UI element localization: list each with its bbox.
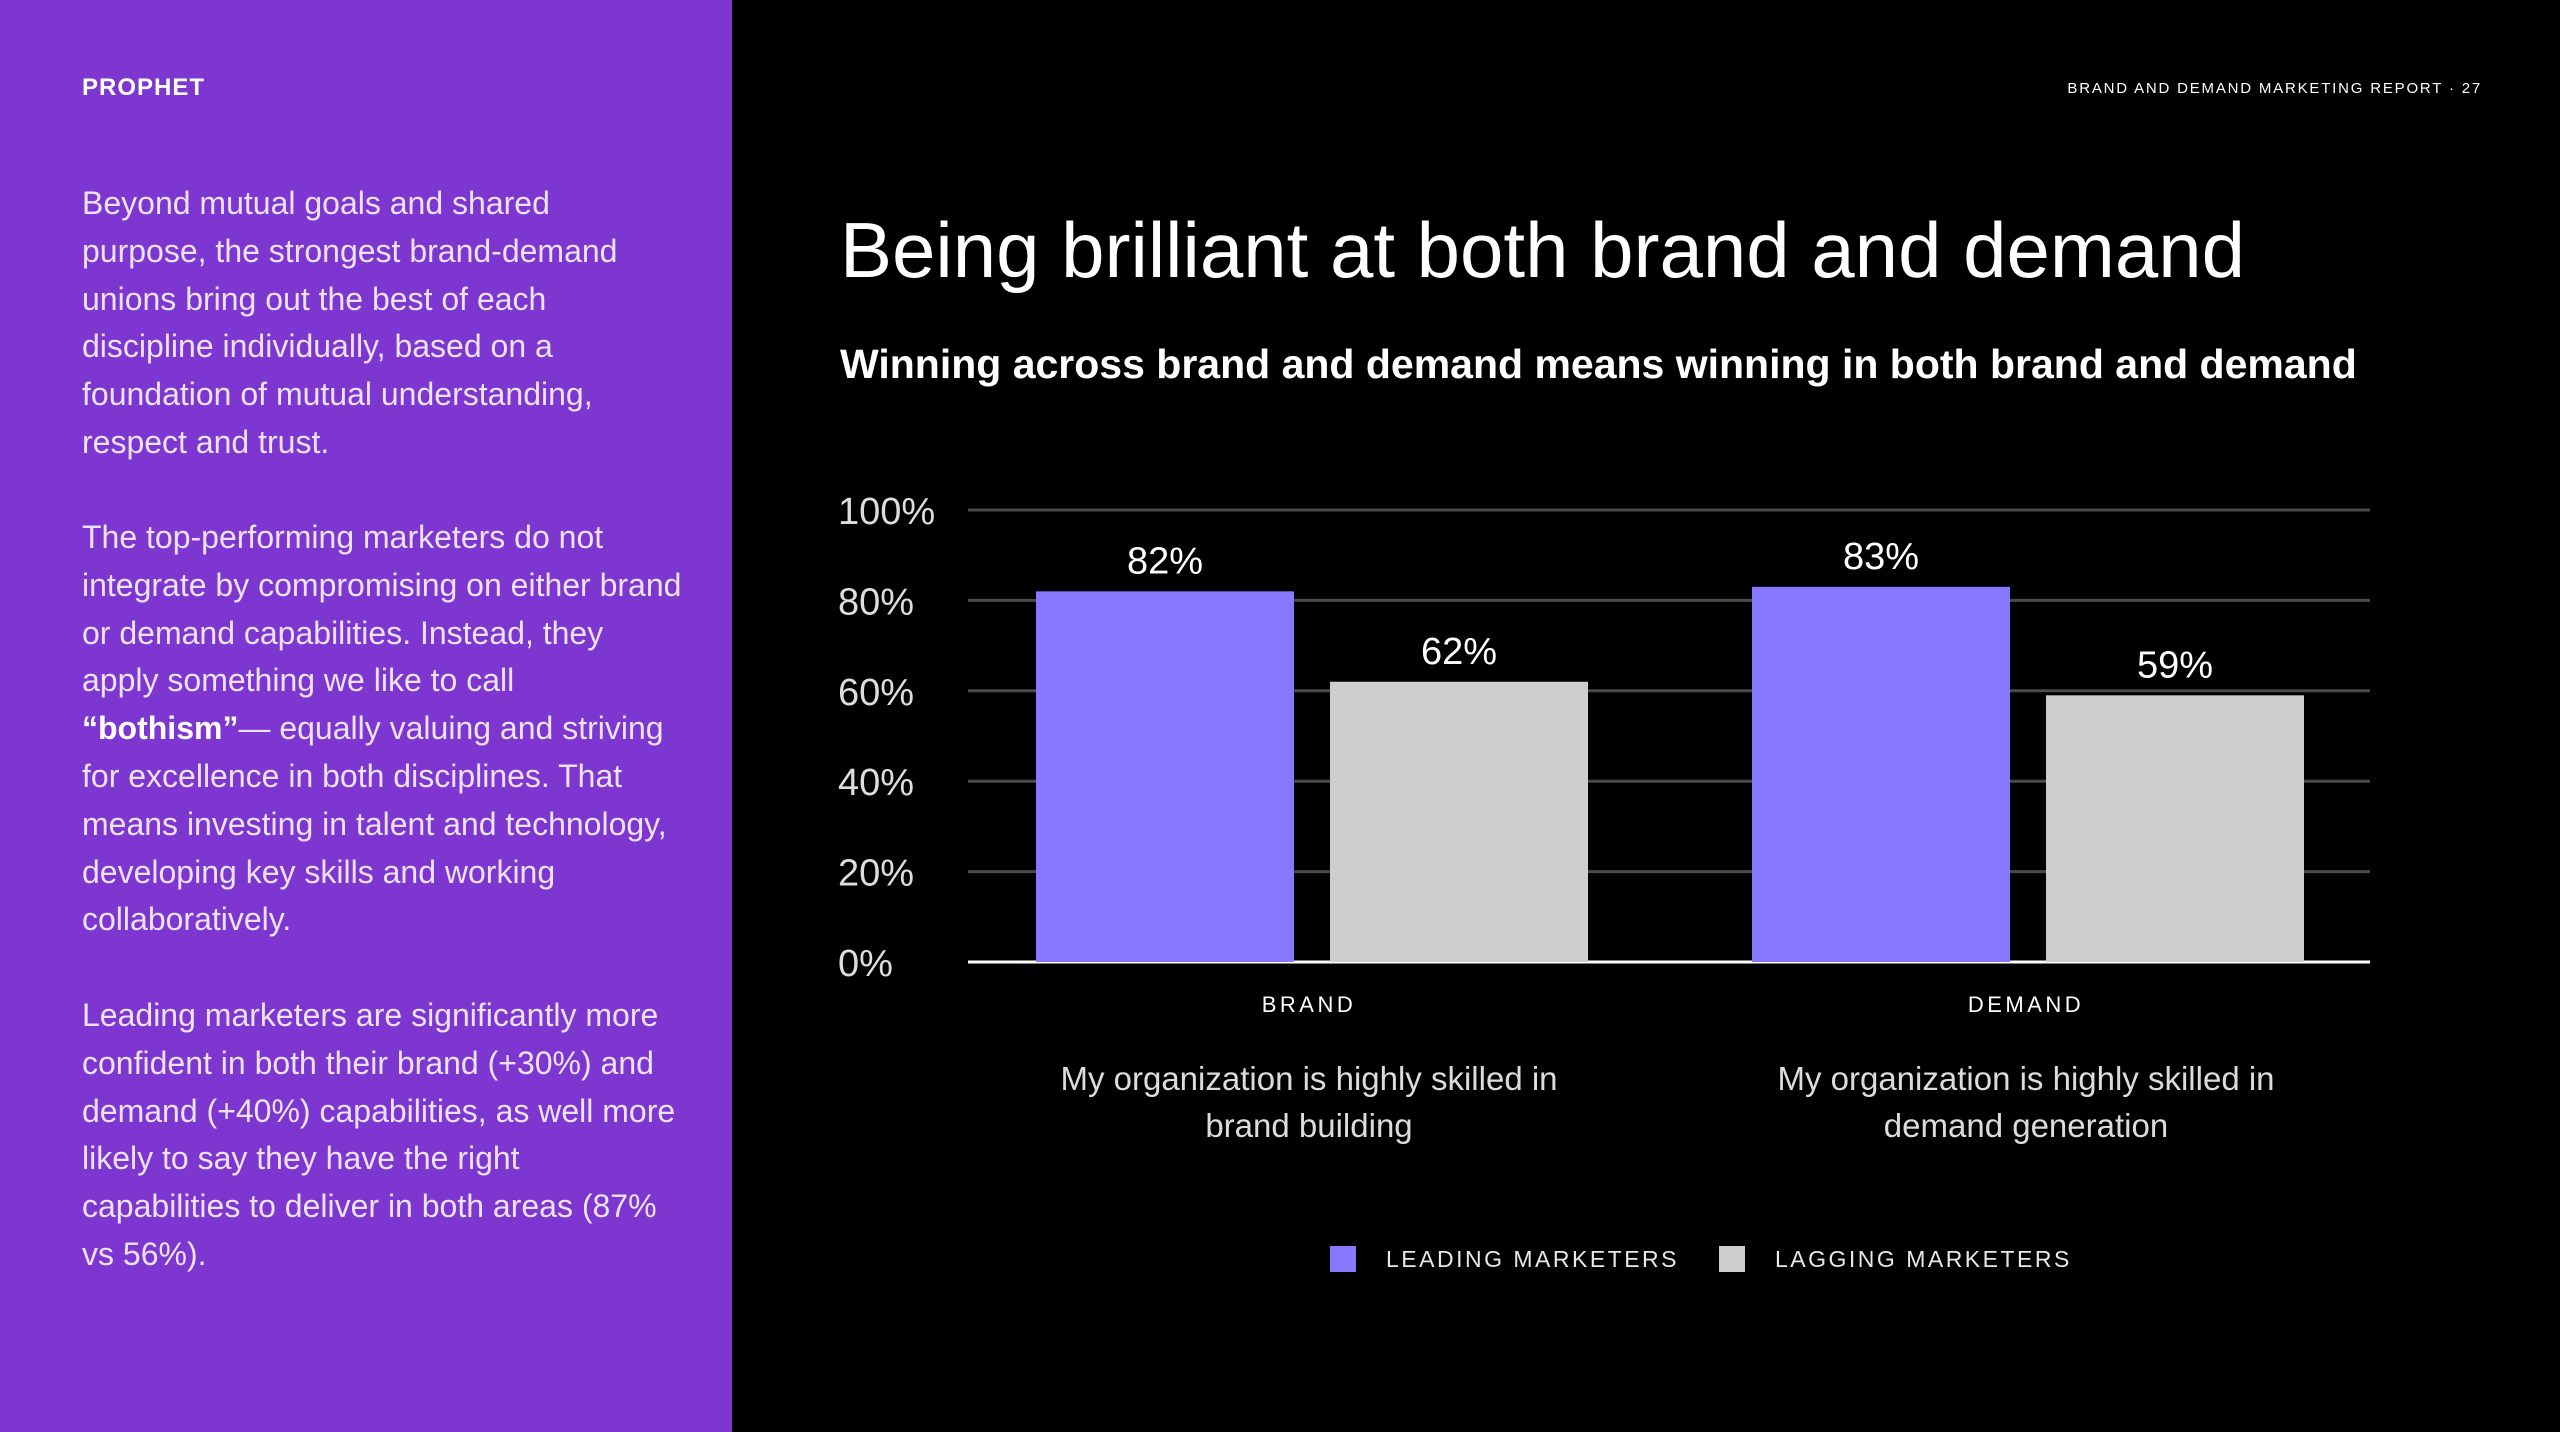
bothism-term: “bothism” bbox=[82, 710, 239, 747]
legend-label-lagging: LAGGING MARKETERS bbox=[1775, 1245, 2072, 1272]
legend-label-leading: LEADING MARKETERS bbox=[1386, 1245, 1679, 1272]
category-description-demand: My organization is highly skilled in dem… bbox=[1777, 1060, 2275, 1144]
data-label: 62% bbox=[1421, 631, 1497, 673]
chart-legend: LEADING MARKETERS LAGGING MARKETERS bbox=[1330, 1244, 2112, 1274]
bar-demand-leading bbox=[1752, 586, 2010, 962]
bothism-paragraph-start: The top-performing marketers do not inte… bbox=[82, 519, 682, 699]
bar-brand-leading bbox=[1036, 591, 1294, 962]
bar-brand-lagging bbox=[1330, 681, 1588, 962]
left-panel: PROPHET Beyond mutual goals and shared p… bbox=[0, 0, 732, 1432]
y-tick-label: 100% bbox=[838, 491, 935, 533]
legend-swatch-leading bbox=[1330, 1246, 1356, 1272]
data-label: 82% bbox=[1127, 540, 1203, 582]
intro-paragraph: Beyond mutual goals and shared purpose, … bbox=[82, 185, 618, 460]
legend-item-leading: LEADING MARKETERS bbox=[1330, 1246, 1679, 1273]
bar-demand-lagging bbox=[2046, 695, 2304, 962]
data-label: 59% bbox=[2137, 644, 2213, 686]
bothism-paragraph-end: — equally valuing and striving for excel… bbox=[82, 710, 667, 938]
y-tick-label: 40% bbox=[838, 762, 914, 804]
data-label: 83% bbox=[1843, 536, 1919, 578]
y-tick-label: 60% bbox=[838, 672, 914, 714]
bothism-paragraph: The top-performing marketers do not inte… bbox=[82, 514, 682, 944]
legend-swatch-lagging bbox=[1719, 1246, 1745, 1272]
confidence-paragraph: Leading marketers are significantly more… bbox=[82, 997, 676, 1272]
page-title: Being brilliant at both brand and demand bbox=[840, 206, 2245, 294]
legend-item-lagging: LAGGING MARKETERS bbox=[1719, 1246, 2072, 1273]
bar-chart: 0% 20% 40% 60% 80% 100% 82% 62% 83% 59% bbox=[838, 491, 2370, 985]
y-tick-label: 80% bbox=[838, 581, 914, 623]
report-header: BRAND AND DEMAND MARKETING REPORT · 27 bbox=[2067, 80, 2482, 97]
category-label-demand: DEMAND bbox=[1967, 992, 2085, 1017]
y-tick-label: 20% bbox=[838, 853, 914, 895]
category-label-brand: BRAND bbox=[1261, 992, 1357, 1017]
category-description-brand: My organization is highly skilled in bra… bbox=[1060, 1060, 1558, 1144]
prophet-logo: PROPHET bbox=[82, 74, 206, 101]
y-tick-label: 0% bbox=[838, 943, 893, 985]
page-subtitle: Winning across brand and demand means wi… bbox=[840, 341, 2357, 387]
